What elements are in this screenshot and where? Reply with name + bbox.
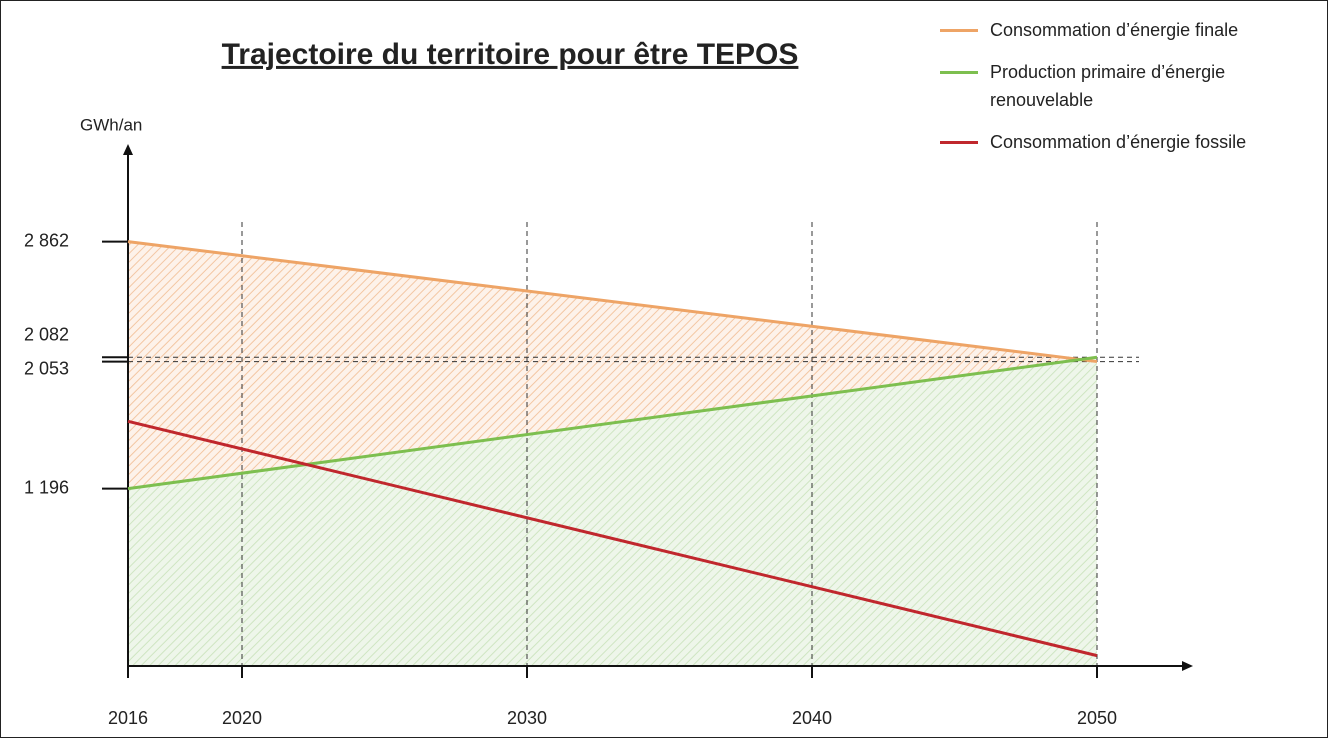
y-tick-label: 1 196 <box>24 477 69 497</box>
x-tick-label: 2030 <box>507 708 547 728</box>
legend-swatch <box>940 29 978 32</box>
y-tick-label: 2 082 <box>24 324 69 344</box>
y-tick-label: 2 053 <box>24 358 69 378</box>
x-axis-arrow <box>1182 661 1193 671</box>
x-tick-label: 2040 <box>792 708 832 728</box>
x-tick-label: 2016 <box>108 708 148 728</box>
legend-swatch <box>940 71 978 74</box>
x-tick-label: 2020 <box>222 708 262 728</box>
line <box>127 240 1098 364</box>
area <box>128 357 1097 666</box>
chart-title: Trajectoire du territoire pour être TEPO… <box>222 38 799 71</box>
y-axis-arrow <box>123 144 133 155</box>
y-axis-label: GWh/an <box>80 115 142 134</box>
legend-label: Consommation d’énergie fossile <box>990 132 1247 152</box>
legend-item: Consommation d’énergie finale <box>940 16 1326 44</box>
legend-label: Production primaire d’énergie renouvelab… <box>990 62 1226 110</box>
legend-item: Consommation d’énergie fossile <box>940 128 1326 156</box>
x-tick-label: 2050 <box>1077 708 1117 728</box>
legend-item: Production primaire d’énergie renouvelab… <box>940 58 1326 114</box>
legend-label: Consommation d’énergie finale <box>990 20 1239 40</box>
legend: Consommation d’énergie finale Production … <box>940 16 1326 170</box>
y-tick-label: 2 862 <box>24 230 69 250</box>
legend-swatch <box>940 141 978 144</box>
line <box>127 419 1098 658</box>
line <box>127 355 1098 491</box>
